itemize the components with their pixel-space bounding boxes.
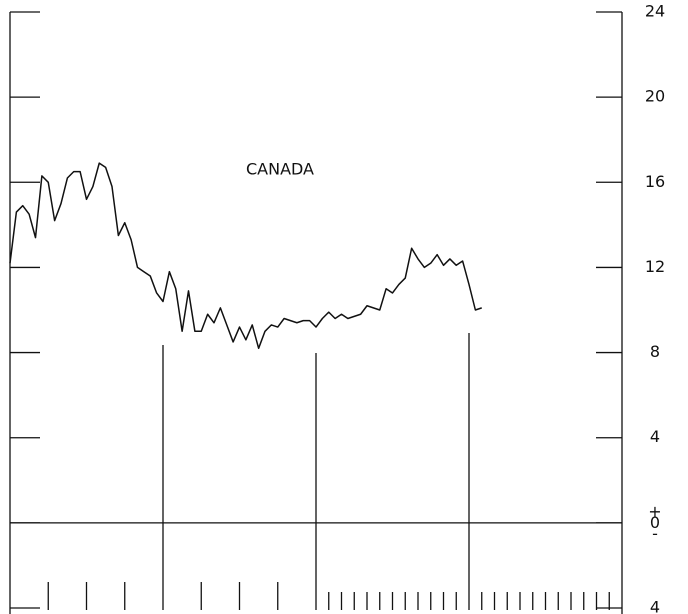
- y-tick-label: 24: [645, 2, 665, 21]
- y-tick-label: 12: [645, 257, 665, 276]
- y-tick-label-part: -: [652, 523, 658, 542]
- y-tick-label: 4: [650, 598, 660, 614]
- y-tick-label: 20: [645, 87, 665, 106]
- y-tick-label: 4: [650, 427, 660, 446]
- chart-title: CANADA: [246, 160, 314, 179]
- y-tick-label: 16: [645, 172, 665, 191]
- y-tick-label-part: +: [648, 501, 661, 520]
- y-tick-label-part: 0: [650, 512, 660, 531]
- y-tick-label: +0-: [648, 501, 661, 542]
- data-line: [9, 162, 482, 350]
- y-tick-label: 8: [650, 342, 660, 361]
